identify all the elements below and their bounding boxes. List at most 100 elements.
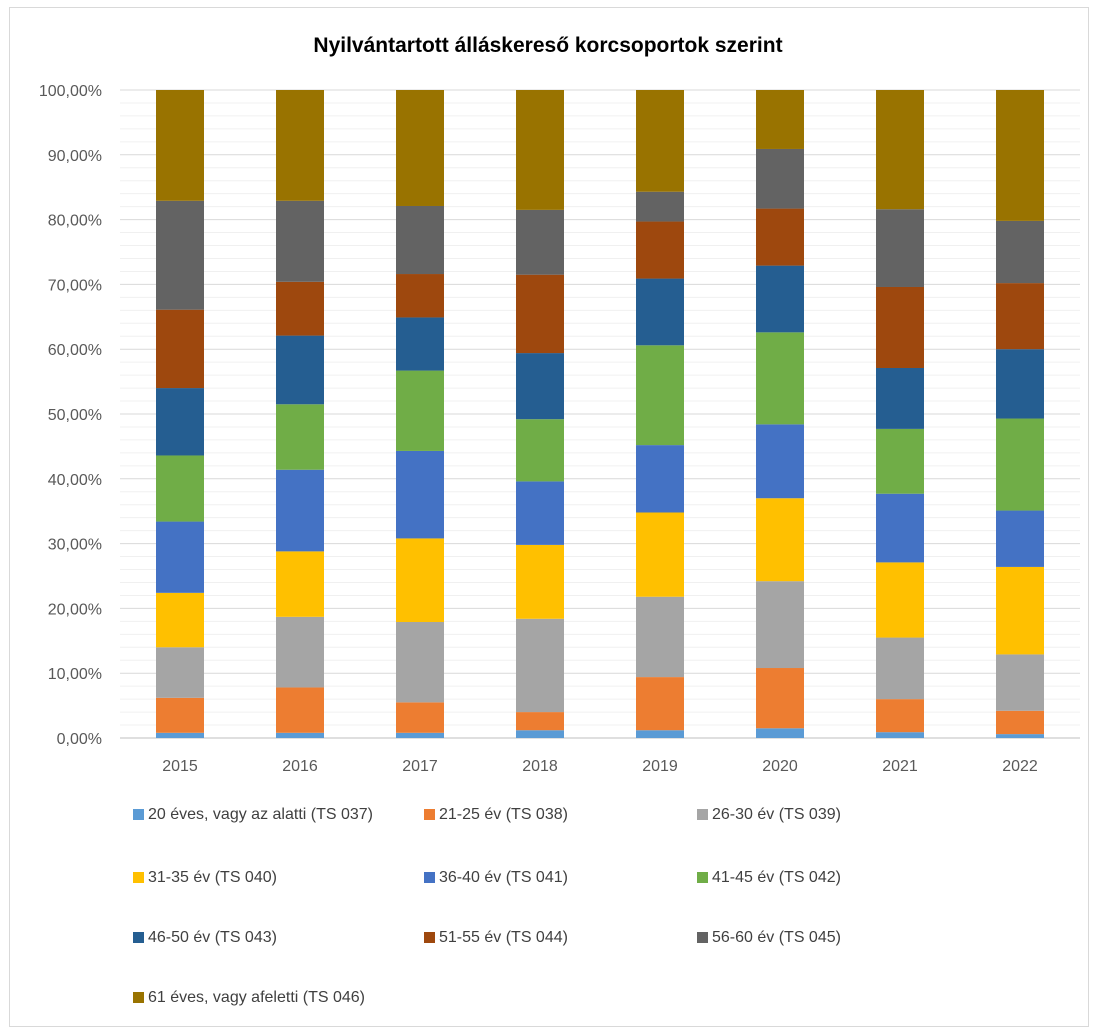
bar-segment bbox=[996, 510, 1044, 567]
bar-segment bbox=[756, 148, 804, 209]
bar-segment bbox=[756, 208, 804, 266]
bar-segment bbox=[156, 90, 204, 201]
bar-segment bbox=[996, 734, 1044, 738]
bar-segment bbox=[876, 367, 924, 429]
y-tick-label: 100,00% bbox=[39, 83, 102, 100]
x-tick-label: 2020 bbox=[762, 758, 798, 775]
bar-segment bbox=[276, 687, 324, 733]
bar-segment bbox=[636, 221, 684, 279]
bar-segment bbox=[276, 90, 324, 201]
y-tick-label: 10,00% bbox=[48, 666, 102, 683]
bar-segment bbox=[276, 335, 324, 405]
bar-segment bbox=[996, 220, 1044, 284]
bar-segment bbox=[516, 274, 564, 354]
bar-segment bbox=[636, 596, 684, 678]
bar-segment bbox=[396, 90, 444, 206]
x-tick-label: 2019 bbox=[642, 758, 678, 775]
bar-segment bbox=[516, 419, 564, 482]
bar-segment bbox=[636, 730, 684, 738]
bar-segment bbox=[156, 592, 204, 648]
bar-segment bbox=[636, 278, 684, 346]
y-tick-label: 80,00% bbox=[48, 213, 102, 230]
bar-segment bbox=[636, 512, 684, 597]
bar-segment bbox=[156, 388, 204, 456]
bar-segment bbox=[396, 274, 444, 318]
bar-segment bbox=[276, 551, 324, 617]
bar-segment bbox=[876, 732, 924, 738]
bar-segment bbox=[276, 469, 324, 552]
bar-segment bbox=[876, 699, 924, 733]
bar-segment bbox=[516, 90, 564, 210]
bar-segment bbox=[636, 345, 684, 446]
x-tick-label: 2015 bbox=[162, 758, 198, 775]
bar-segment bbox=[156, 521, 204, 593]
bar-segment bbox=[396, 702, 444, 733]
bar-segment bbox=[636, 90, 684, 192]
bar-segment bbox=[756, 90, 804, 149]
y-tick-label: 20,00% bbox=[48, 601, 102, 618]
y-tick-label: 50,00% bbox=[48, 407, 102, 424]
x-tick-label: 2017 bbox=[402, 758, 438, 775]
bar-segment bbox=[996, 418, 1044, 511]
bar-segment bbox=[516, 209, 564, 275]
bar-segment bbox=[876, 209, 924, 287]
y-tick-label: 40,00% bbox=[48, 472, 102, 489]
bar-segment bbox=[276, 616, 324, 688]
y-tick-label: 70,00% bbox=[48, 277, 102, 294]
bar-segment bbox=[756, 265, 804, 333]
plot-area: 0,00% 10,00% 20,00% 30,00% 40,00% 50,00% 60,00… bbox=[39, 83, 1080, 775]
bar-segment bbox=[516, 544, 564, 619]
bar-segment bbox=[276, 404, 324, 470]
bar-segment bbox=[996, 566, 1044, 655]
y-tick-label: 60,00% bbox=[48, 342, 102, 359]
bar-segment bbox=[516, 730, 564, 738]
y-tick-label: 0,00% bbox=[57, 731, 102, 748]
y-tick-label: 90,00% bbox=[48, 148, 102, 165]
bar-segment bbox=[156, 697, 204, 733]
bar-segment bbox=[876, 90, 924, 210]
bar-segment bbox=[516, 481, 564, 545]
bar-segment bbox=[876, 637, 924, 700]
x-tick-label: 2016 bbox=[282, 758, 318, 775]
x-tick-label: 2018 bbox=[522, 758, 558, 775]
bar-segment bbox=[396, 370, 444, 451]
bar-segment bbox=[276, 200, 324, 282]
bar-segment bbox=[756, 424, 804, 499]
bar-segment bbox=[516, 712, 564, 731]
x-tick-label: 2021 bbox=[882, 758, 918, 775]
bar-segment bbox=[516, 353, 564, 420]
bar-segment bbox=[156, 732, 204, 738]
bar-segment bbox=[276, 732, 324, 738]
bar-segment bbox=[876, 562, 924, 638]
x-tick-label: 2022 bbox=[1002, 758, 1038, 775]
bar-segment bbox=[156, 200, 204, 310]
bar-segment bbox=[876, 493, 924, 563]
bar-segment bbox=[396, 450, 444, 539]
bar-segment bbox=[876, 428, 924, 494]
bar-segment bbox=[396, 317, 444, 371]
bar-segment bbox=[156, 647, 204, 698]
bar-segment bbox=[756, 668, 804, 729]
bar-segment bbox=[636, 677, 684, 731]
bar-segment bbox=[876, 286, 924, 368]
y-tick-label: 30,00% bbox=[48, 537, 102, 554]
bar-segment bbox=[996, 90, 1044, 221]
bar-segment bbox=[636, 445, 684, 513]
bar-segment bbox=[996, 654, 1044, 711]
bar-segment bbox=[156, 309, 204, 389]
bar-segment bbox=[996, 349, 1044, 419]
chart-title: Nyilvántartott álláskereső korcsoportok … bbox=[313, 34, 783, 57]
bar-segment bbox=[756, 728, 804, 738]
bar-segment bbox=[276, 281, 324, 336]
bar-segment bbox=[756, 332, 804, 425]
bar-segment bbox=[516, 618, 564, 713]
bar-segment bbox=[396, 622, 444, 703]
bar-segment bbox=[396, 205, 444, 275]
bar-segment bbox=[996, 283, 1044, 350]
bar-segment bbox=[396, 732, 444, 738]
bar-segment bbox=[156, 455, 204, 522]
bar-segment bbox=[756, 581, 804, 669]
bar-segment bbox=[396, 538, 444, 623]
bar-segment bbox=[756, 498, 804, 582]
bar-segment bbox=[996, 710, 1044, 735]
